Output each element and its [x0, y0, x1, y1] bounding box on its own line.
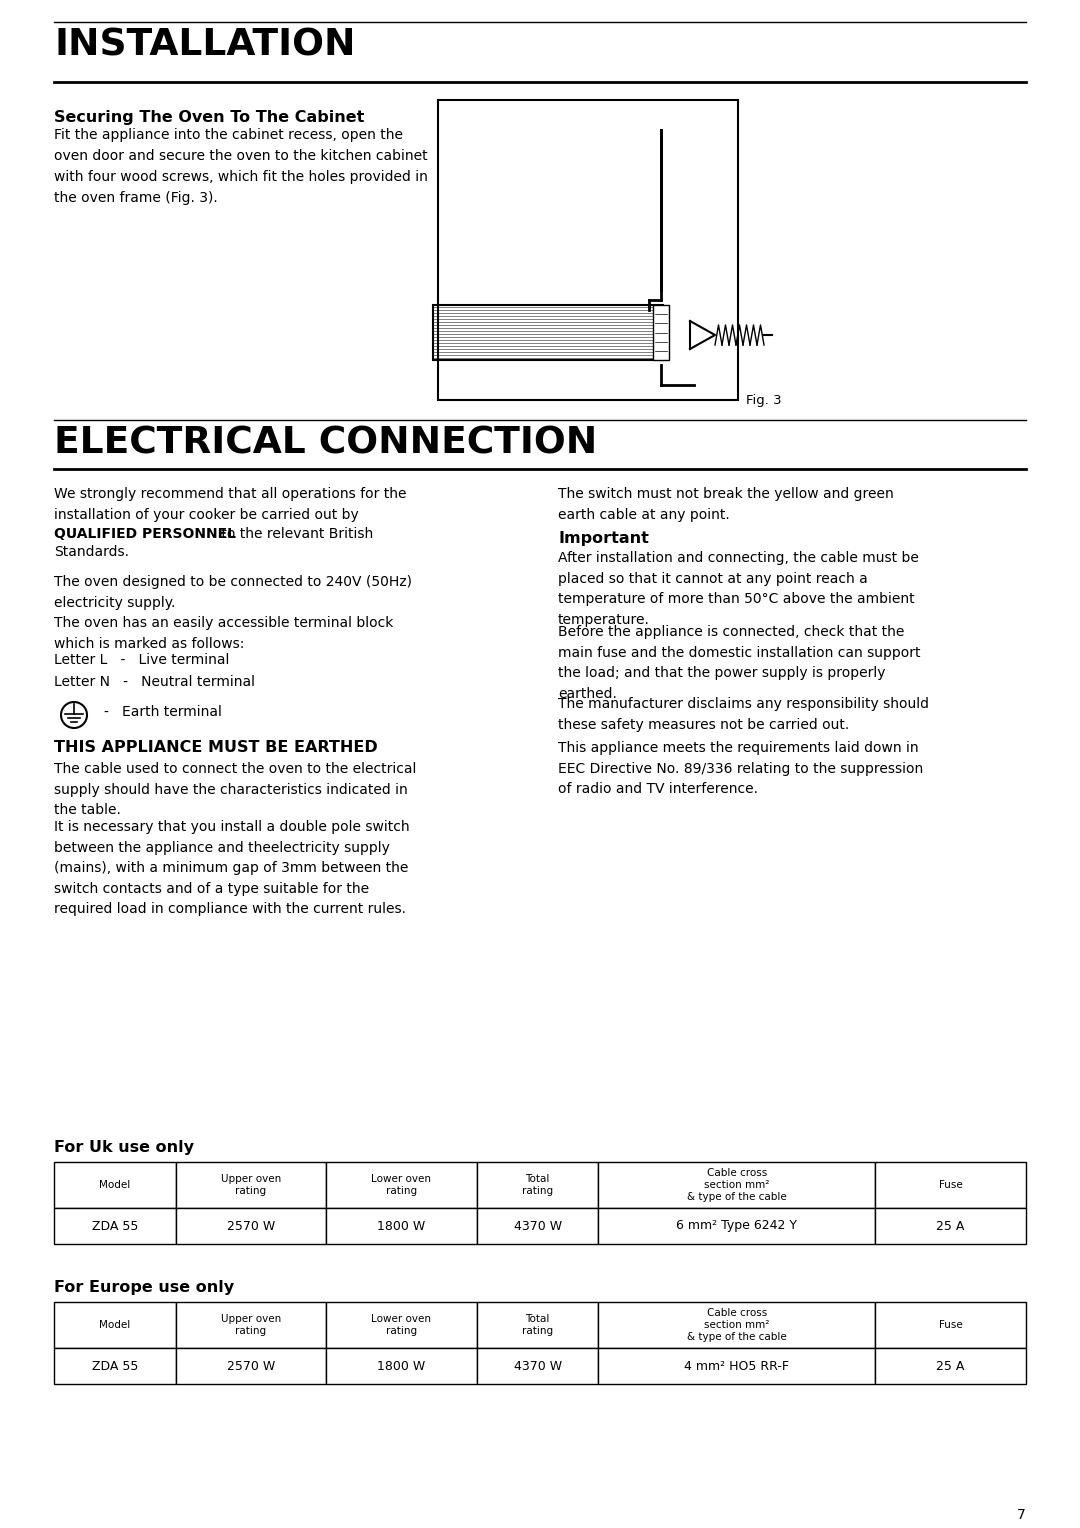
- Text: -   Earth terminal: - Earth terminal: [104, 704, 221, 720]
- Text: Fuse: Fuse: [939, 1320, 962, 1329]
- Text: For Europe use only: For Europe use only: [54, 1280, 234, 1296]
- Text: Upper oven
rating: Upper oven rating: [220, 1174, 281, 1196]
- Text: After installation and connecting, the cable must be
placed so that it cannot at: After installation and connecting, the c…: [558, 552, 919, 626]
- Text: 4370 W: 4370 W: [513, 1360, 562, 1372]
- Text: Before the appliance is connected, check that the
main fuse and the domestic ins: Before the appliance is connected, check…: [558, 625, 920, 701]
- Text: Total
rating: Total rating: [522, 1174, 553, 1196]
- Bar: [598, 1302, 875, 1348]
- Bar: [54, 1302, 175, 1348]
- Bar: [175, 1302, 326, 1348]
- Text: ZDA 55: ZDA 55: [92, 1219, 138, 1233]
- Bar: [54, 1209, 175, 1244]
- Bar: [875, 1161, 1026, 1209]
- Text: It is necessary that you install a double pole switch
between the appliance and : It is necessary that you install a doubl…: [54, 821, 409, 917]
- Text: 4 mm² HO5 RR-F: 4 mm² HO5 RR-F: [685, 1360, 789, 1372]
- Text: 1800 W: 1800 W: [377, 1219, 426, 1233]
- Text: Lower oven
rating: Lower oven rating: [372, 1314, 432, 1335]
- Bar: [175, 1161, 326, 1209]
- Bar: [433, 306, 663, 361]
- Text: ELECTRICAL CONNECTION: ELECTRICAL CONNECTION: [54, 425, 597, 461]
- Bar: [476, 1209, 598, 1244]
- Bar: [875, 1348, 1026, 1384]
- Text: Total
rating: Total rating: [522, 1314, 553, 1335]
- Text: Lower oven
rating: Lower oven rating: [372, 1174, 432, 1196]
- Text: THIS APPLIANCE MUST BE EARTHED: THIS APPLIANCE MUST BE EARTHED: [54, 740, 378, 755]
- Text: The switch must not break the yellow and green
earth cable at any point.: The switch must not break the yellow and…: [558, 487, 894, 521]
- Text: Securing The Oven To The Cabinet: Securing The Oven To The Cabinet: [54, 110, 364, 125]
- Text: Cable cross
section mm²
& type of the cable: Cable cross section mm² & type of the ca…: [687, 1167, 786, 1203]
- Bar: [54, 1348, 175, 1384]
- Bar: [175, 1348, 326, 1384]
- Text: 25 A: 25 A: [936, 1360, 964, 1372]
- Bar: [476, 1302, 598, 1348]
- Text: Fit the appliance into the cabinet recess, open the
oven door and secure the ove: Fit the appliance into the cabinet reces…: [54, 128, 428, 205]
- Bar: [326, 1302, 476, 1348]
- Bar: [598, 1209, 875, 1244]
- Text: Standards.: Standards.: [54, 545, 129, 559]
- Bar: [598, 1348, 875, 1384]
- Bar: [875, 1209, 1026, 1244]
- Text: 4370 W: 4370 W: [513, 1219, 562, 1233]
- Text: The manufacturer disclaims any responsibility should
these safety measures not b: The manufacturer disclaims any responsib…: [558, 697, 929, 732]
- Text: INSTALLATION: INSTALLATION: [54, 28, 355, 64]
- Text: Letter N   -   Neutral terminal: Letter N - Neutral terminal: [54, 675, 255, 689]
- Text: 25 A: 25 A: [936, 1219, 964, 1233]
- Bar: [326, 1348, 476, 1384]
- Text: 1800 W: 1800 W: [377, 1360, 426, 1372]
- Text: ZDA 55: ZDA 55: [92, 1360, 138, 1372]
- Text: 6 mm² Type 6242 Y: 6 mm² Type 6242 Y: [676, 1219, 797, 1233]
- Text: The oven designed to be connected to 240V (50Hz)
electricity supply.
The oven ha: The oven designed to be connected to 240…: [54, 575, 411, 651]
- Text: Important: Important: [558, 532, 649, 545]
- Text: Letter L   -   Live terminal: Letter L - Live terminal: [54, 652, 229, 668]
- Text: QUALIFIED PERSONNEL: QUALIFIED PERSONNEL: [54, 527, 237, 541]
- Text: 2570 W: 2570 W: [227, 1219, 275, 1233]
- Text: For Uk use only: For Uk use only: [54, 1140, 194, 1155]
- Bar: [326, 1161, 476, 1209]
- Text: to the relevant British: to the relevant British: [217, 527, 374, 541]
- Bar: [875, 1302, 1026, 1348]
- Text: 2570 W: 2570 W: [227, 1360, 275, 1372]
- Text: 7: 7: [1017, 1508, 1026, 1522]
- Text: Cable cross
section mm²
& type of the cable: Cable cross section mm² & type of the ca…: [687, 1308, 786, 1343]
- Text: Model: Model: [99, 1180, 131, 1190]
- Bar: [476, 1161, 598, 1209]
- Text: The cable used to connect the oven to the electrical
supply should have the char: The cable used to connect the oven to th…: [54, 762, 417, 817]
- Text: Upper oven
rating: Upper oven rating: [220, 1314, 281, 1335]
- Text: Model: Model: [99, 1320, 131, 1329]
- Text: Fig. 3: Fig. 3: [746, 394, 782, 406]
- Bar: [438, 99, 738, 400]
- Bar: [476, 1348, 598, 1384]
- Bar: [326, 1209, 476, 1244]
- Text: Fuse: Fuse: [939, 1180, 962, 1190]
- Bar: [175, 1209, 326, 1244]
- Bar: [598, 1161, 875, 1209]
- Text: We strongly recommend that all operations for the
installation of your cooker be: We strongly recommend that all operation…: [54, 487, 406, 521]
- Text: This appliance meets the requirements laid down in
EEC Directive No. 89/336 rela: This appliance meets the requirements la…: [558, 741, 923, 796]
- Bar: [653, 306, 669, 361]
- Bar: [54, 1161, 175, 1209]
